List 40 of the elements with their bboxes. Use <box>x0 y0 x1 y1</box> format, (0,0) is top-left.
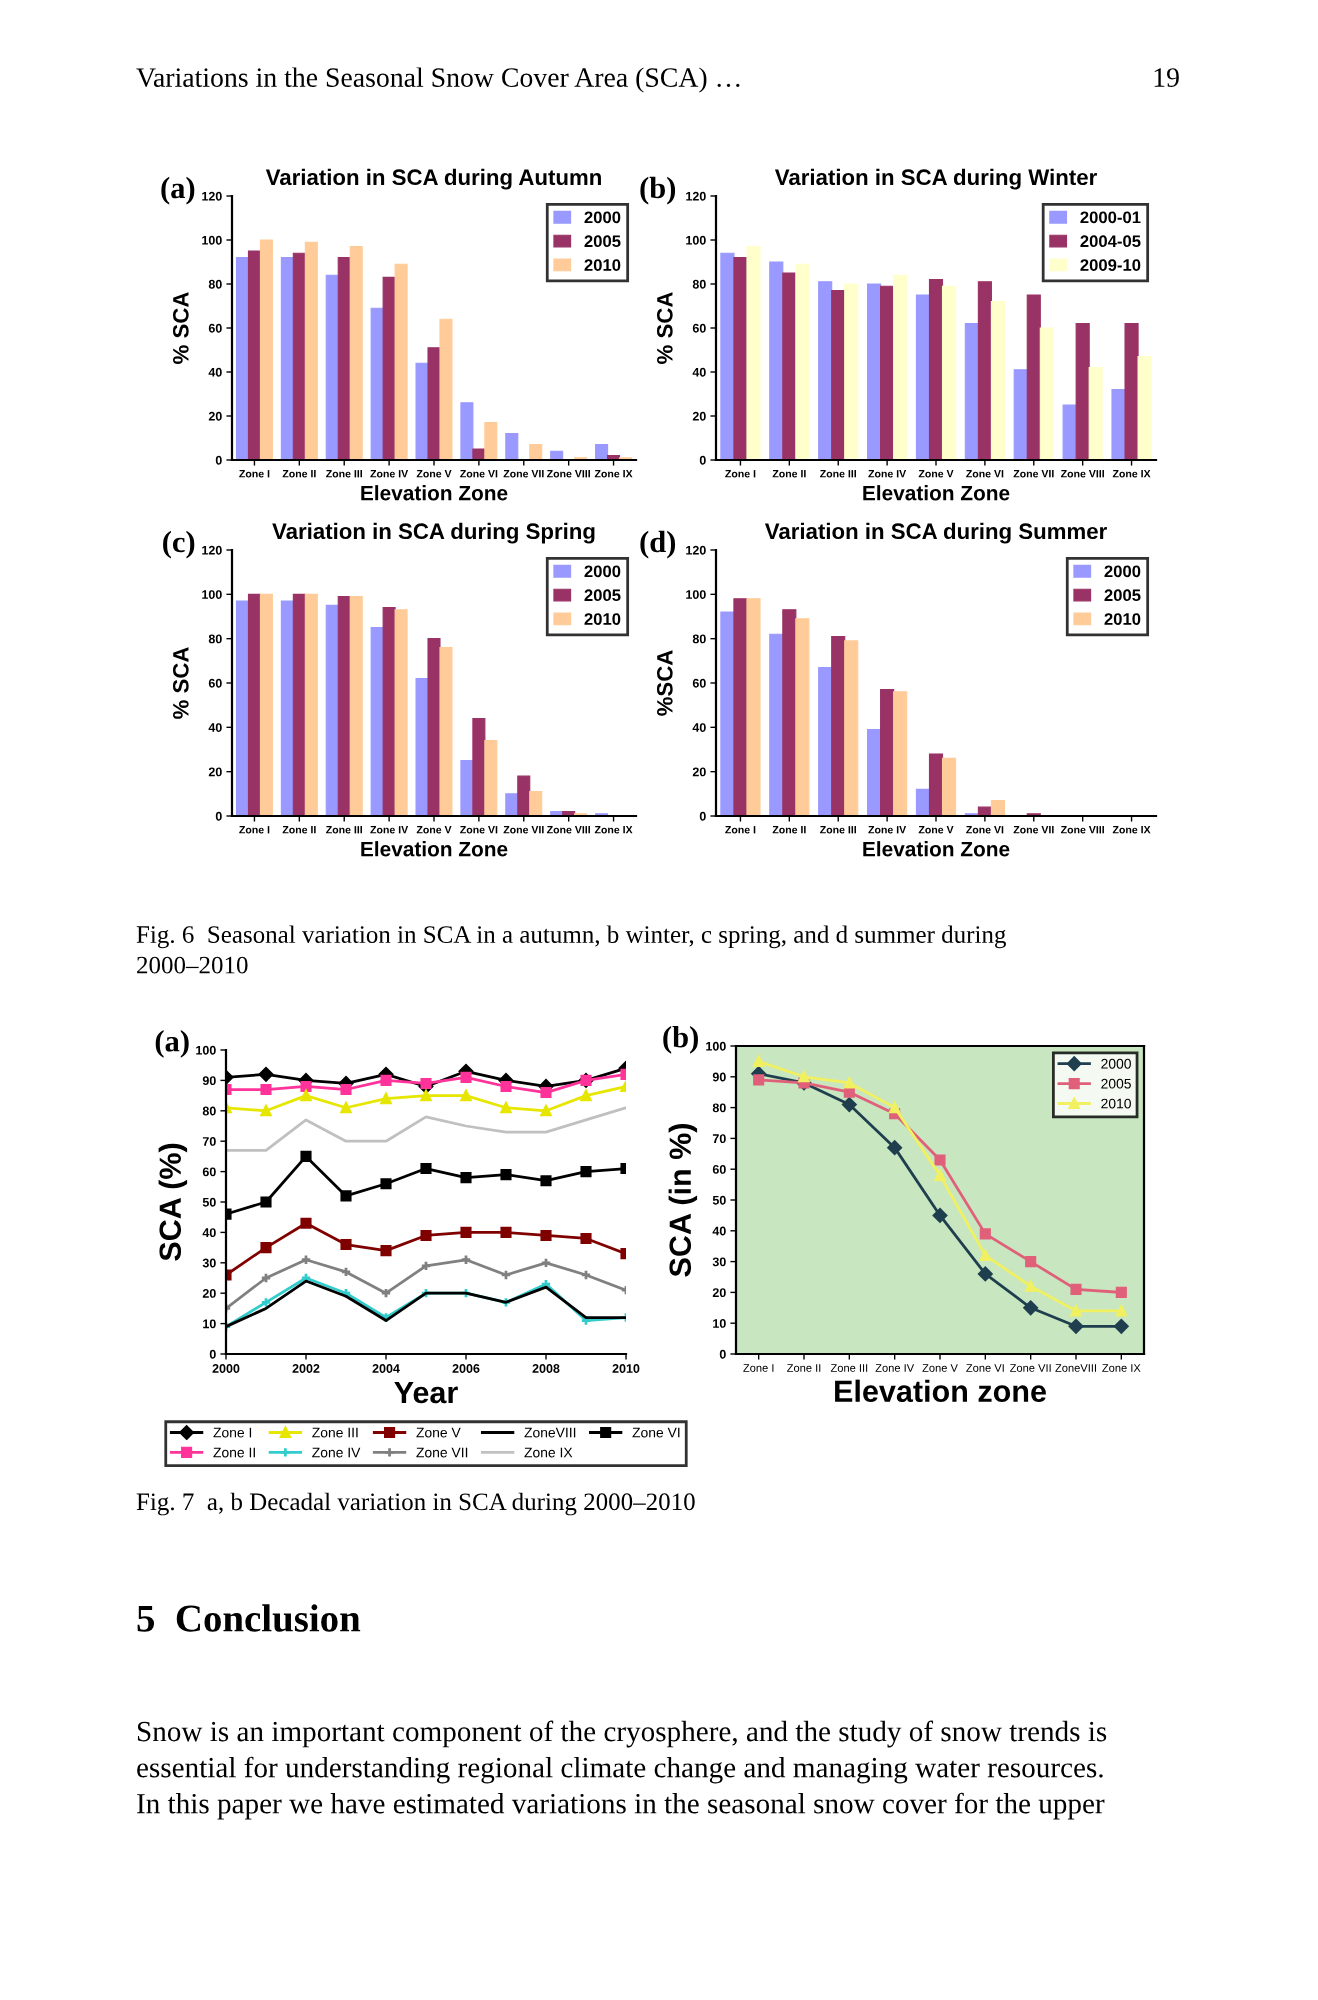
x-axis-title: Elevation zone <box>835 1379 1046 1403</box>
y-axis-title: SCA (%) <box>158 1143 188 1261</box>
x-axis-title: Elevation Zone <box>361 485 508 501</box>
legend-label: 2000 <box>584 565 621 578</box>
x-axis-title: Elevation Zone <box>863 485 1010 501</box>
x-axis-title: Year <box>394 1382 458 1404</box>
legend-label: 2000 <box>584 211 621 224</box>
legend-label: 2010 <box>584 613 621 625</box>
text: (a) <box>161 176 195 205</box>
y-axis-title: % SCA <box>172 647 189 719</box>
text: Variations in the Seasonal Snow Cover Area (SCA) … <box>136 67 740 93</box>
text: (d) <box>640 530 676 559</box>
legend-label: 2005 <box>584 589 621 602</box>
y-axis-title: % SCA <box>172 292 189 364</box>
legend-label: 2005 <box>1104 589 1141 602</box>
chart-title: Variation in SCA during Winter <box>774 168 1097 190</box>
text: 19 <box>1154 68 1179 87</box>
legend-label: 2000 <box>1104 565 1141 578</box>
text: (a) <box>155 1030 189 1058</box>
y-axis-title: %SCA <box>656 650 673 716</box>
text: 5 Conclusion <box>137 1604 361 1632</box>
legend-label: 2000-01 <box>1080 211 1141 224</box>
caption: Fig. 6 Seasonal variation in SCA in a autumn, b winter, c spring, and d summer during 2000–2010 <box>136 925 1006 974</box>
x-axis-title: Elevation Zone <box>863 841 1010 857</box>
chart-title: Variation in SCA during Autumn <box>265 168 601 190</box>
legend-label: 2010 <box>584 259 621 271</box>
text: Snow is an important component of the cryosphere, and the study of snow trends is essential for understanding regional climate change and managing water resources. In this paper we have estimated variations in the seasonal snow cover for the upper <box>137 1720 1107 1820</box>
caption: Fig. 7 a, b Decadal variation in SCA during 2000–2010 <box>136 1492 695 1516</box>
text: (b) <box>640 176 676 205</box>
y-axis-title: % SCA <box>656 292 673 364</box>
y-axis-title: SCA (in %) <box>668 1124 698 1277</box>
legend-label: 2004-05 <box>1080 235 1141 248</box>
legend-label: 2005 <box>584 235 621 248</box>
chart-title: Variation in SCA during Summer <box>764 522 1107 544</box>
x-axis-title: Elevation Zone <box>361 841 508 857</box>
legend-label: 2010 <box>1104 613 1141 625</box>
chart-title: Variation in SCA during Spring <box>272 522 595 544</box>
text: (c) <box>163 530 195 559</box>
legend-label: 2009-10 <box>1080 259 1141 271</box>
text: (b) <box>663 1025 698 1054</box>
